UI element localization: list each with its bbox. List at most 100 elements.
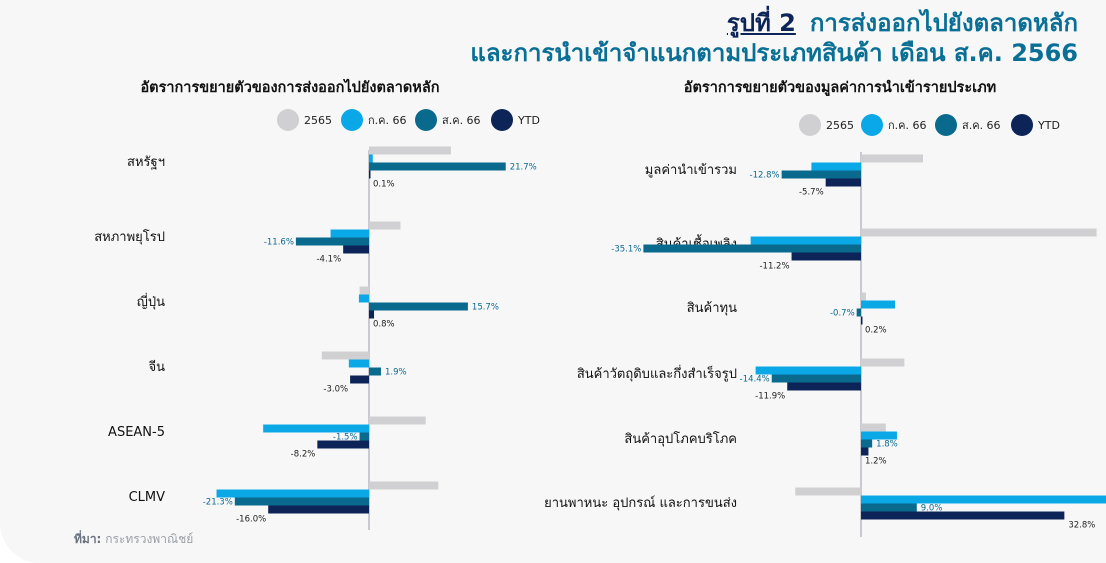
import-bar-s2-2 bbox=[856, 308, 861, 317]
export-bar-s1-1 bbox=[330, 229, 369, 238]
import-bar-s1-3 bbox=[755, 366, 861, 375]
export-bar-s3-3 bbox=[350, 375, 369, 384]
export-bar-s3-1 bbox=[343, 245, 369, 254]
figure-label: รูปที่ 2 bbox=[726, 9, 796, 37]
export-category-label: ญี่ปุ่น bbox=[137, 293, 165, 310]
import-bar-s0-5 bbox=[795, 487, 861, 496]
export-bar-s2-5 bbox=[234, 497, 369, 506]
export-bar-s1-0 bbox=[369, 154, 373, 163]
export-legend-label-3: YTD bbox=[517, 114, 540, 127]
export-bar-s3-0 bbox=[369, 170, 371, 179]
export-data-label-s3-0: 0.1% bbox=[373, 180, 395, 190]
export-category-label: สหรัฐฯ bbox=[127, 155, 165, 170]
import-data-label-s2-5: 9.0% bbox=[921, 504, 943, 514]
export-data-label-s3-3: -3.0% bbox=[323, 385, 348, 395]
export-data-label-s2-0: 21.7% bbox=[510, 163, 537, 173]
export-data-label-s2-1: -11.6% bbox=[264, 238, 294, 248]
export-bar-s3-2 bbox=[369, 310, 375, 319]
import-data-label-s3-5: 32.8% bbox=[1068, 521, 1095, 531]
figure-header: รูปที่ 2 การส่งออกไปยังตลาดหลัก และการนำเ… bbox=[470, 8, 1078, 68]
import-legend-swatch-3 bbox=[1011, 114, 1033, 136]
source-note: ที่มา: กระทรวงพาณิชย์ bbox=[74, 530, 193, 549]
export-data-label-s3-1: -4.1% bbox=[316, 255, 341, 265]
export-data-label-s2-5: -21.3% bbox=[203, 498, 233, 508]
source-label: ที่มา: bbox=[74, 532, 102, 546]
export-category-label: จีน bbox=[148, 359, 165, 375]
export-bar-s0-3 bbox=[321, 351, 369, 360]
export-data-label-s2-4: -1.5% bbox=[333, 433, 358, 443]
import-legend-label-0: 2565 bbox=[826, 119, 854, 132]
import-data-label-s3-1: -11.2% bbox=[759, 262, 789, 272]
import-bar-s0-2 bbox=[861, 292, 866, 301]
export-legend-swatch-0 bbox=[277, 109, 299, 131]
import-data-label-s2-4: 1.8% bbox=[876, 440, 898, 450]
import-bar-s3-4 bbox=[861, 447, 869, 456]
export-bar-s2-0 bbox=[369, 162, 506, 171]
import-bar-s0-1 bbox=[861, 228, 1097, 237]
import-legend-label-3: YTD bbox=[1037, 119, 1060, 132]
import-data-label-s2-3: -14.4% bbox=[740, 375, 770, 385]
import-data-label-s3-2: 0.2% bbox=[865, 326, 887, 336]
export-bar-s0-4 bbox=[369, 416, 426, 425]
import-bar-s2-5 bbox=[861, 503, 917, 512]
import-data-label-s3-0: -5.7% bbox=[799, 188, 824, 198]
export-category-label: CLMV bbox=[129, 490, 166, 505]
export-data-label-s3-4: -8.2% bbox=[291, 450, 316, 460]
import-bar-s2-3 bbox=[771, 374, 861, 383]
export-data-label-s2-2: 15.7% bbox=[472, 303, 499, 313]
import-bar-s1-1 bbox=[750, 236, 861, 245]
import-bar-s3-0 bbox=[825, 178, 861, 187]
export-legend-label-1: ก.ค. 66 bbox=[368, 114, 407, 127]
export-bar-s1-5 bbox=[216, 489, 369, 498]
import-bar-s3-2 bbox=[861, 316, 863, 325]
import-data-label-s2-2: -0.7% bbox=[830, 309, 855, 319]
import-category-label: ยานพาหนะ อุปกรณ์ และการขนส่ง bbox=[544, 495, 737, 511]
import-legend-swatch-0 bbox=[799, 114, 821, 136]
import-bar-s2-4 bbox=[861, 439, 873, 448]
import-bar-s0-3 bbox=[861, 358, 905, 367]
import-bar-s0-4 bbox=[861, 423, 886, 432]
import-data-label-s2-1: -35.1% bbox=[611, 245, 641, 255]
export-bar-s1-4 bbox=[263, 424, 369, 433]
export-bar-s0-5 bbox=[369, 481, 439, 490]
export-bar-s3-4 bbox=[317, 440, 369, 449]
export-bar-s3-5 bbox=[268, 505, 369, 514]
import-bar-s3-5 bbox=[861, 511, 1065, 520]
export-legend-swatch-2 bbox=[415, 109, 437, 131]
import-bar-s1-4 bbox=[861, 431, 897, 440]
import-legend-swatch-2 bbox=[935, 114, 957, 136]
export-bar-s2-4 bbox=[359, 432, 369, 441]
export-legend-swatch-3 bbox=[491, 109, 513, 131]
import-bar-s2-0 bbox=[781, 170, 861, 179]
export-category-label: ASEAN-5 bbox=[108, 425, 165, 440]
export-data-label-s3-5: -16.0% bbox=[236, 515, 266, 525]
import-bar-s1-2 bbox=[861, 300, 896, 309]
import-data-label-s2-0: -12.8% bbox=[750, 171, 780, 181]
import-legend-swatch-1 bbox=[861, 114, 883, 136]
export-data-label-s3-2: 0.8% bbox=[373, 320, 395, 330]
export-bar-s1-2 bbox=[358, 294, 369, 303]
import-bar-s3-3 bbox=[787, 382, 861, 391]
import-bar-s2-1 bbox=[643, 244, 861, 253]
import-category-label: มูลค่านำเข้ารวม bbox=[645, 163, 737, 178]
export-bar-s2-1 bbox=[295, 237, 369, 246]
export-bar-s0-1 bbox=[369, 221, 401, 230]
figure-title-line1: การส่งออกไปยังตลาดหลัก bbox=[809, 9, 1078, 37]
import-category-label: สินค้าอุปโภคบริโภค bbox=[624, 431, 737, 447]
export-bar-s0-2 bbox=[359, 286, 369, 295]
export-legend-swatch-1 bbox=[341, 109, 363, 131]
export-chart-title: อัตราการขยายตัวของการส่งออกไปยังตลาดหลัก bbox=[140, 78, 439, 96]
source-text: กระทรวงพาณิชย์ bbox=[105, 532, 194, 546]
import-bar-s1-5 bbox=[861, 495, 1106, 504]
import-data-label-s3-4: 1.2% bbox=[865, 457, 887, 467]
export-legend-label-2: ส.ค. 66 bbox=[442, 114, 481, 127]
import-bar-s1-0 bbox=[811, 162, 861, 171]
import-category-label: สินค้าทุน bbox=[687, 301, 737, 316]
import-chart-title: อัตราการขยายตัวของมูลค่าการนำเข้ารายประเ… bbox=[684, 79, 996, 96]
export-bar-s2-3 bbox=[369, 367, 381, 376]
export-bar-s0-0 bbox=[369, 146, 451, 155]
export-bar-s2-2 bbox=[369, 302, 468, 311]
import-legend-label-1: ก.ค. 66 bbox=[888, 119, 927, 132]
